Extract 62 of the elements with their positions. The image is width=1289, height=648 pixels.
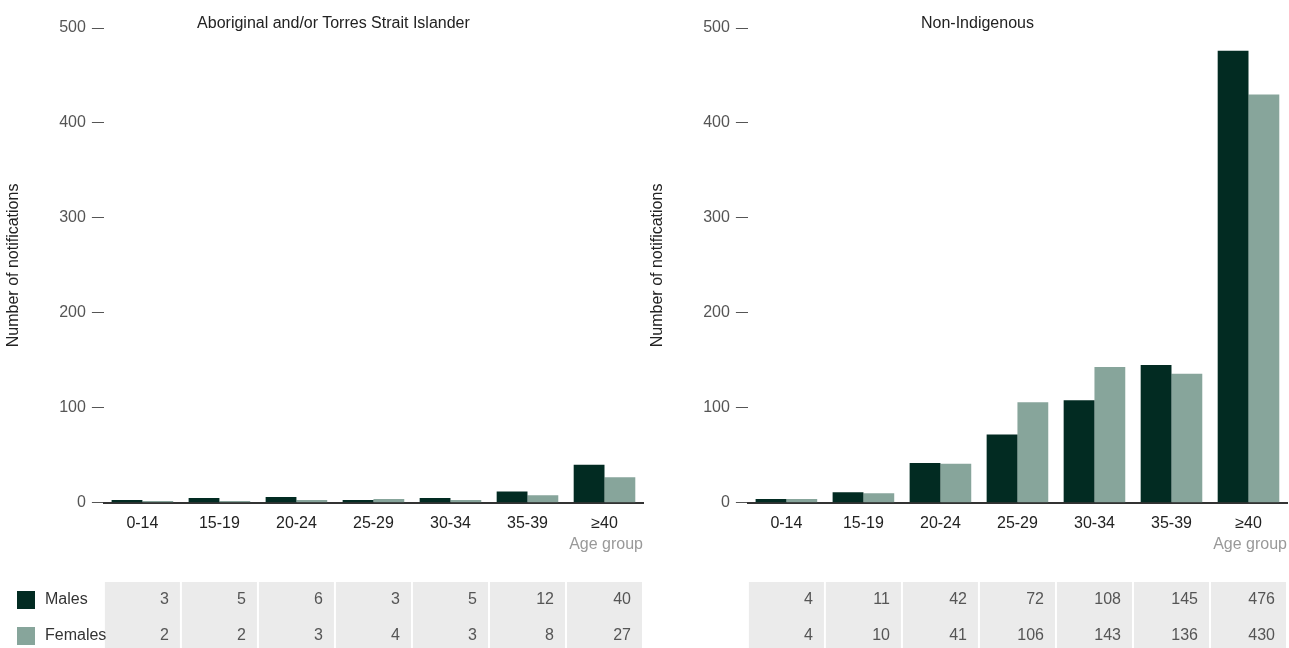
x-tick-label: 20-24 [919,513,961,531]
data-label: 10 [872,626,891,644]
data-label: 2 [160,626,169,644]
data-label: 476 [1248,590,1276,608]
data-label: 3 [468,626,478,644]
x-tick-label: 25-29 [996,513,1039,531]
data-label: 40 [613,590,632,608]
data-label: 3 [160,590,169,608]
data-label: 4 [804,590,813,608]
y-tick-label: 100 [59,398,86,416]
data-label: 41 [949,626,968,644]
data-label: 136 [1171,626,1199,644]
y-tick-label: 500 [703,18,730,36]
y-tick-label: 0 [720,493,730,511]
data-label: 108 [1094,590,1122,608]
data-label: 430 [1248,626,1276,644]
x-axis-title: Age group [569,535,644,553]
data-label: 4 [391,626,401,644]
y-tick-label: 100 [703,398,730,416]
data-label: 3 [391,590,401,608]
data-label: 11 [873,590,891,608]
x-tick-label: 0-14 [770,513,803,531]
legend-label: Males [45,590,88,608]
y-tick-label: 200 [703,303,730,321]
x-tick-label: 25-29 [352,513,395,531]
data-label: 145 [1171,590,1199,608]
data-label: 6 [314,590,324,608]
data-label: 42 [949,590,968,608]
x-tick-label: ≥40 [591,513,618,531]
x-tick-label: 15-19 [198,513,240,531]
x-tick-label: 35-39 [507,513,549,531]
x-axis-title: Age group [1213,535,1288,553]
y-tick-label: 300 [703,208,730,226]
data-label: 72 [1026,590,1045,608]
data-label: 8 [545,626,555,644]
data-label: 4 [804,626,813,644]
y-axis-title: Number of notifications [4,183,22,348]
data-label: 2 [237,626,247,644]
x-tick-label: 30-34 [430,513,472,531]
x-tick-label: 20-24 [275,513,317,531]
data-label: 143 [1094,626,1122,644]
y-tick-label: 300 [59,208,86,226]
legend-label: Females [45,626,107,644]
y-tick-label: 500 [59,18,86,36]
x-tick-label: 30-34 [1074,513,1116,531]
data-label: 5 [468,590,478,608]
x-tick-label: 0-14 [126,513,159,531]
y-tick-label: 200 [59,303,86,321]
chart-title: Aboriginal and/or Torres Strait Islander [197,14,471,32]
data-label: 106 [1017,626,1045,644]
y-tick-label: 400 [59,113,86,131]
data-label: 5 [237,590,247,608]
data-label: 27 [613,626,632,644]
x-tick-label: 15-19 [842,513,884,531]
x-tick-label: ≥40 [1235,513,1262,531]
y-tick-label: 400 [703,113,730,131]
x-tick-label: 35-39 [1151,513,1193,531]
data-label: 12 [536,590,555,608]
y-tick-label: 0 [76,493,86,511]
chart-title: Non-Indigenous [920,14,1034,32]
y-axis-title: Number of notifications [648,183,666,348]
data-label: 3 [314,626,324,644]
